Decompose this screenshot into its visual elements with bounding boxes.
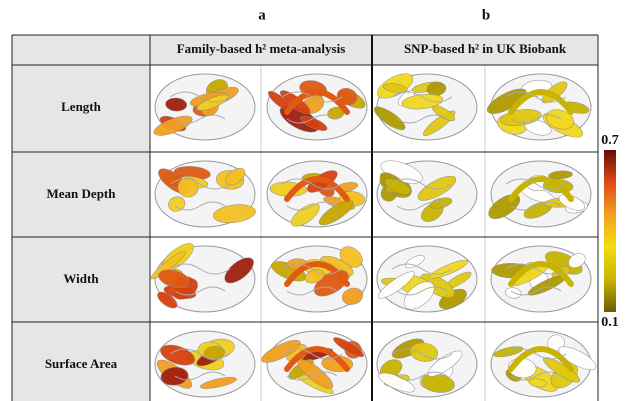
- brain-gyri: [281, 348, 343, 381]
- header-cell: [150, 35, 372, 65]
- brain-region: [318, 200, 354, 226]
- brain-arc: [508, 261, 574, 287]
- brain-gyri: [169, 178, 231, 211]
- brain-region: [382, 83, 408, 93]
- brain: [261, 330, 368, 398]
- brain-gyri: [505, 178, 567, 211]
- brain-region: [528, 378, 548, 388]
- brain-region: [290, 203, 320, 227]
- brain-arc: [284, 89, 350, 115]
- brain-region: [153, 115, 193, 136]
- brain-region: [336, 87, 358, 106]
- brain: [153, 73, 256, 141]
- brain-region: [168, 196, 186, 212]
- brain-region: [333, 337, 364, 358]
- brain-region: [409, 342, 439, 362]
- column-header: SNP-based h² in UK Biobank: [404, 41, 567, 56]
- panel-label: a: [258, 7, 266, 23]
- brain-region: [213, 204, 256, 224]
- brain-gyri: [169, 91, 231, 124]
- header-blank: [12, 35, 150, 65]
- brain-region: [568, 253, 586, 269]
- brain: [486, 73, 592, 141]
- colorbar-max: 0.7: [601, 133, 619, 148]
- brain: [376, 330, 478, 398]
- brain-gyri: [505, 348, 567, 381]
- brain-region: [548, 170, 573, 180]
- brain-arc: [508, 346, 574, 372]
- brain-gyri: [169, 348, 231, 381]
- brain: [266, 245, 368, 313]
- brain-arc: [508, 176, 574, 202]
- brain-gyri: [391, 91, 453, 124]
- row-label: Width: [63, 271, 99, 286]
- brain-arc: [284, 176, 350, 202]
- brain-region: [157, 291, 178, 309]
- brain-arc: [284, 346, 350, 372]
- brain-gyri: [281, 263, 343, 296]
- brain: [490, 330, 597, 398]
- brain-gyri: [391, 178, 453, 211]
- row-label-cell: [12, 322, 150, 401]
- brain-gyri: [391, 348, 453, 381]
- brain: [150, 243, 256, 313]
- brain: [490, 245, 592, 313]
- brain-region: [377, 271, 415, 299]
- brain-region: [200, 376, 237, 389]
- header-cell: [372, 35, 598, 65]
- brain-region: [261, 339, 301, 363]
- brain-gyri: [281, 91, 343, 124]
- brain-region: [177, 177, 199, 198]
- brain: [154, 330, 256, 398]
- brain-region: [225, 167, 246, 186]
- brain-region: [384, 178, 411, 195]
- brain-region: [224, 257, 254, 284]
- brain-gyri: [391, 263, 453, 296]
- brain-region: [373, 106, 406, 131]
- brain-region: [165, 97, 188, 112]
- row-label: Length: [61, 99, 102, 114]
- brain: [376, 245, 478, 313]
- brain-region: [160, 367, 189, 386]
- brain-region: [160, 344, 196, 366]
- brain: [154, 160, 256, 228]
- brain-region: [401, 93, 444, 110]
- panel-label: b: [482, 7, 490, 23]
- row-label-cell: [12, 65, 150, 152]
- brain: [488, 160, 592, 228]
- brain-region: [558, 194, 586, 211]
- brain-region: [558, 346, 597, 370]
- brain: [266, 160, 368, 228]
- row-label-cell: [12, 237, 150, 322]
- brain-gyri: [505, 263, 567, 296]
- column-header: Family-based h² meta-analysis: [177, 41, 346, 56]
- brain-arc: [508, 89, 574, 115]
- colorbar-min: 0.1: [601, 315, 619, 330]
- brain-arc: [284, 261, 350, 287]
- brain-region: [504, 287, 522, 299]
- brain-gyri: [505, 91, 567, 124]
- brain-region: [417, 175, 457, 201]
- brain-region: [342, 287, 364, 305]
- colorbar: [604, 150, 616, 312]
- row-label-cell: [12, 152, 150, 237]
- brain-gyri: [281, 178, 343, 211]
- brain-region: [196, 94, 230, 111]
- brain-region: [158, 269, 190, 289]
- brain-region: [378, 372, 416, 393]
- brain: [373, 73, 478, 141]
- row-label: Surface Area: [45, 356, 118, 371]
- brain-region: [203, 345, 225, 361]
- row-label: Mean Depth: [47, 186, 117, 201]
- brain: [376, 160, 478, 228]
- brain-gyri: [169, 263, 231, 296]
- brain: [266, 73, 368, 141]
- brain-region: [299, 115, 328, 131]
